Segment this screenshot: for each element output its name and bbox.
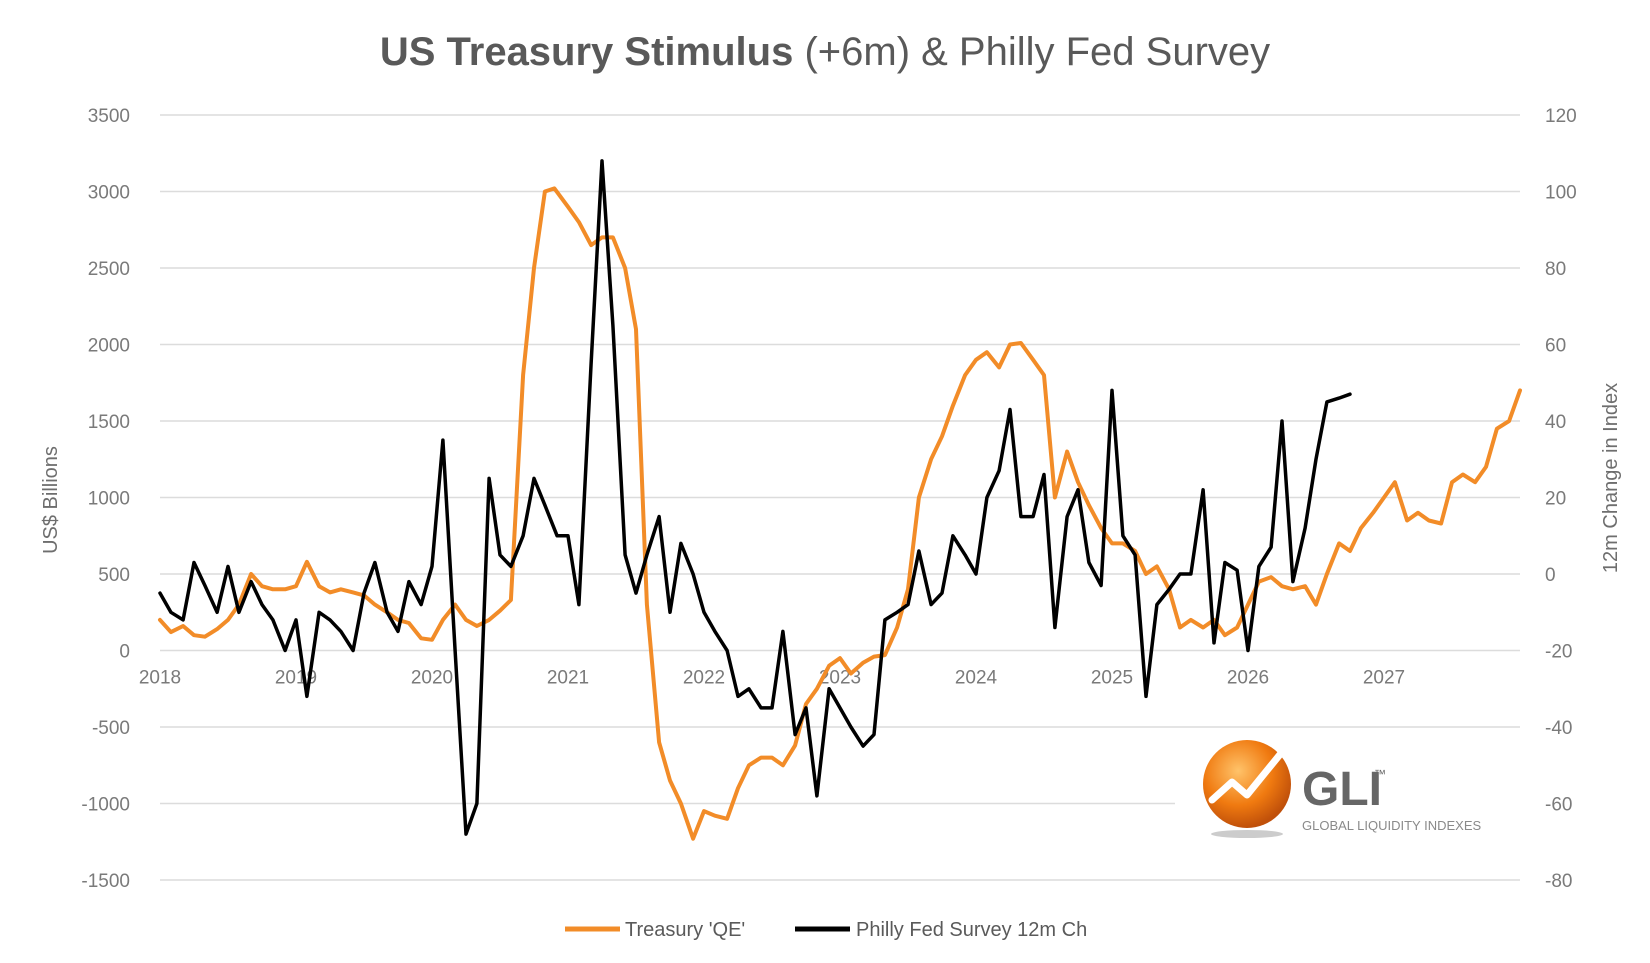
- gli-logo: GLI ™ GLOBAL LIQUIDITY INDEXES: [1175, 730, 1535, 850]
- right-tick-label: 80: [1545, 259, 1566, 280]
- x-tick-label: 2022: [683, 668, 725, 689]
- right-axis-ticks: 120 100 80 60 40 20 0 -20 -40 -60 -80: [1545, 106, 1577, 892]
- left-axis-ticks: 3500 3000 2500 2000 1500 1000 500 0 -500 -1000 -15…: [81, 106, 130, 892]
- x-tick-label: 2021: [547, 668, 589, 689]
- right-tick-label: 0: [1545, 565, 1556, 586]
- legend-label-philly: Philly Fed Survey 12m Ch: [856, 919, 1087, 941]
- logo-subtitle: GLOBAL LIQUIDITY INDEXES: [1302, 818, 1481, 833]
- x-tick-label: 2024: [955, 668, 998, 689]
- series-lines: [158, 159, 1522, 841]
- chart-title: US Treasury Stimulus (+6m) & Philly Fed …: [380, 30, 1270, 74]
- legend-label-treasury: Treasury 'QE': [625, 919, 745, 941]
- logo-orb-icon: [1203, 740, 1291, 828]
- left-axis-title: US$ Billions: [40, 446, 62, 554]
- right-tick-label: 40: [1545, 412, 1566, 433]
- left-tick-label: 500: [98, 565, 130, 586]
- legend: Treasury 'QE' Philly Fed Survey 12m Ch: [565, 919, 1087, 941]
- x-tick-label: 2020: [411, 668, 453, 689]
- right-tick-label: 20: [1545, 489, 1566, 510]
- left-tick-label: 0: [119, 642, 130, 663]
- x-tick-label: 2026: [1227, 668, 1269, 689]
- series-line-philly: [158, 159, 1352, 836]
- chart-title-bold: US Treasury Stimulus: [380, 30, 793, 74]
- right-tick-label: -80: [1545, 871, 1572, 892]
- logo-arrow-icon: [1208, 748, 1286, 804]
- left-tick-label: -1000: [81, 795, 130, 816]
- left-tick-label: -1500: [81, 871, 130, 892]
- left-tick-label: 1500: [88, 412, 130, 433]
- logo-shadow: [1211, 830, 1283, 838]
- right-tick-label: 120: [1545, 106, 1577, 127]
- left-tick-label: -500: [92, 718, 130, 739]
- left-tick-label: 1000: [88, 489, 130, 510]
- logo-tm: ™: [1374, 767, 1386, 781]
- left-tick-label: 2000: [88, 336, 130, 357]
- right-tick-label: -60: [1545, 795, 1572, 816]
- right-tick-label: -20: [1545, 642, 1572, 663]
- x-axis-ticks: 2018 2019 2020 2021 2022 2023 2024 2025 2026 2027: [139, 668, 1405, 689]
- x-tick-label: 2027: [1363, 668, 1405, 689]
- left-tick-label: 3000: [88, 183, 130, 204]
- right-tick-label: 100: [1545, 183, 1577, 204]
- right-tick-label: -40: [1545, 718, 1572, 739]
- right-axis-title: 12m Change in Index: [1600, 383, 1622, 573]
- right-tick-label: 60: [1545, 336, 1566, 357]
- x-tick-label: 2025: [1091, 668, 1133, 689]
- left-tick-label: 3500: [88, 106, 130, 127]
- left-tick-label: 2500: [88, 259, 130, 280]
- chart-title-rest: (+6m) & Philly Fed Survey: [793, 30, 1270, 74]
- x-tick-label: 2018: [139, 668, 181, 689]
- logo-text: GLI: [1302, 763, 1382, 816]
